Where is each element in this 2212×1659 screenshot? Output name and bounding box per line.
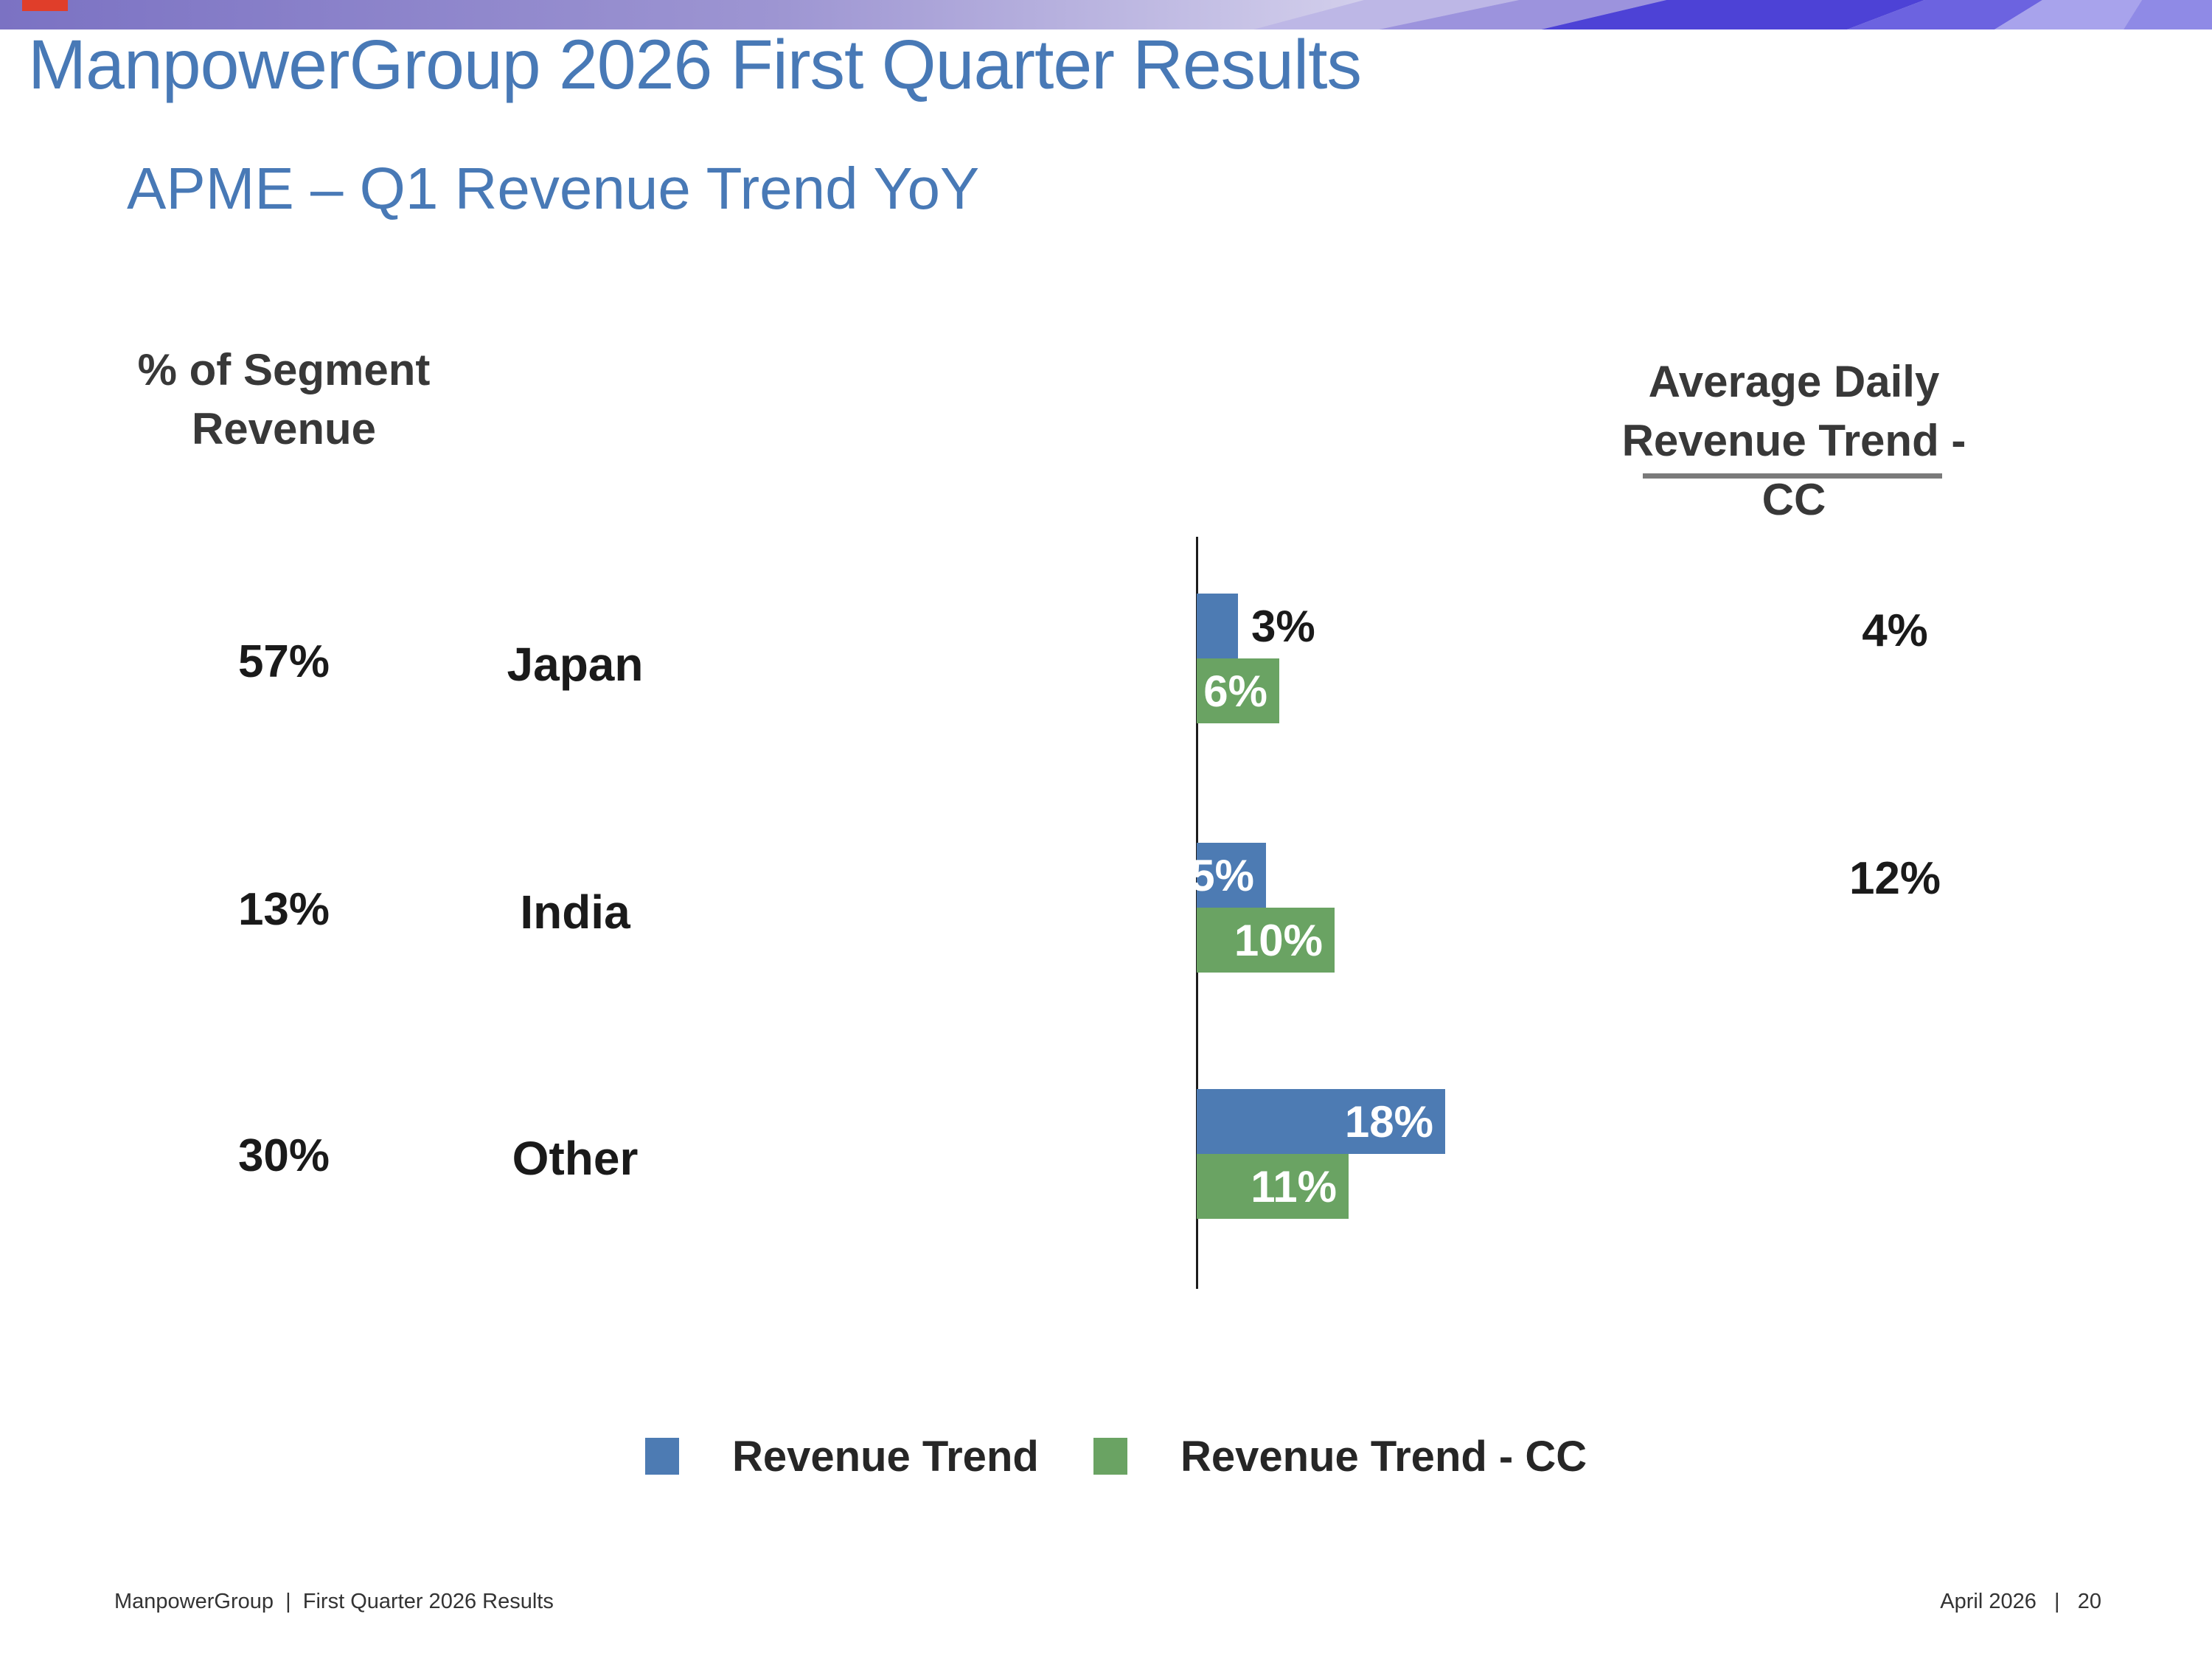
red-accent-block (22, 0, 68, 11)
banner-facet (2124, 0, 2212, 29)
banner-facet (1541, 0, 1924, 29)
right-column-header-line2: Revenue Trend - CC (1621, 416, 1966, 524)
bar-other-revenue-trend: 18% (1197, 1089, 1445, 1154)
left-column-header: % of Segment Revenue (100, 341, 468, 459)
banner-facet (1994, 0, 2142, 29)
slide-subtitle: APME – Q1 Revenue Trend YoY (127, 156, 980, 221)
right-column-header: Average Daily Revenue Trend - CC (1610, 352, 1978, 529)
bar-value-label: 10% (1234, 915, 1323, 965)
bar-japan-revenue-trend: 3% (1197, 594, 1315, 658)
chart-axis-line (1196, 537, 1198, 1289)
top-banner (0, 0, 2212, 29)
legend-swatch-revenue-trend-cc (1093, 1438, 1127, 1475)
legend-label-revenue-trend-cc: Revenue Trend - CC (1180, 1432, 1587, 1481)
bar-value-label: 18% (1344, 1096, 1433, 1147)
bar-value-label: 11% (1251, 1161, 1337, 1211)
left-column-header-line1: % of Segment (137, 345, 431, 394)
segment-share-other: 30% (237, 1130, 330, 1181)
bar-india-revenue-trend: 5% (1190, 843, 1266, 908)
right-header-underline (1643, 473, 1942, 479)
segment-share-japan: 57% (237, 636, 330, 687)
page-title: ManpowerGroup 2026 First Quarter Results (28, 26, 1362, 104)
banner-gradient-facets (0, 0, 2212, 29)
banner-facet (1379, 0, 1666, 29)
footer-deck-title: ManpowerGroup | First Quarter 2026 Resul… (114, 1590, 554, 1613)
bar-india-revenue-trend-cc: 10% (1197, 908, 1335, 973)
category-label-japan: Japan (507, 638, 644, 691)
segment-share-india: 13% (237, 884, 330, 935)
adr-value-india: 12% (1848, 853, 1941, 904)
legend-label-revenue-trend: Revenue Trend (732, 1432, 1039, 1481)
right-column-header-line1: Average Daily (1648, 357, 1940, 406)
banner-facet (1847, 0, 2042, 29)
bar-other-revenue-trend-cc: 11% (1197, 1154, 1349, 1219)
bar-value-label: 5% (1190, 850, 1254, 900)
category-label-other: Other (512, 1132, 639, 1185)
bar-value-label: 6% (1203, 666, 1267, 716)
bar-value-label: 3% (1251, 601, 1315, 651)
legend-swatch-revenue-trend (645, 1438, 679, 1475)
bar-japan-revenue-trend-cc: 6% (1197, 658, 1279, 723)
banner-facet (1253, 0, 1519, 29)
category-label-india: India (520, 886, 630, 939)
left-column-header-line2: Revenue (191, 404, 377, 453)
adr-value-japan: 4% (1862, 605, 1928, 656)
footer-date-page: April 2026 | 20 (1940, 1590, 2101, 1613)
